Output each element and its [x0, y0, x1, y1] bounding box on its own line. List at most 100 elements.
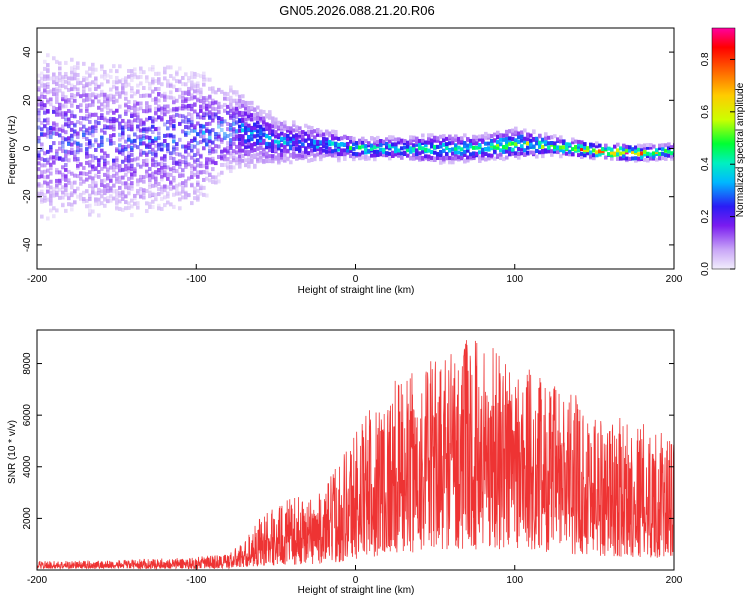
- heatmap-cell: [94, 86, 98, 91]
- heatmap-cell: [214, 135, 218, 140]
- heatmap-cell: [517, 134, 521, 139]
- snr-xtick-label: -100: [186, 575, 206, 586]
- heatmap-cell: [109, 175, 113, 180]
- heatmap-cell: [328, 131, 332, 136]
- heatmap-cell: [121, 90, 125, 95]
- heatmap-cell: [274, 130, 278, 135]
- heatmap-cell: [133, 201, 137, 206]
- heatmap-cell: [259, 138, 263, 143]
- heatmap-cell: [466, 148, 470, 153]
- heatmap-cell: [169, 74, 173, 79]
- heatmap-cell: [226, 141, 230, 146]
- heatmap-cell: [208, 86, 212, 91]
- heatmap-cell: [223, 102, 227, 107]
- heatmap-cell: [76, 120, 80, 125]
- heatmap-cell: [268, 110, 272, 115]
- heatmap-cell: [187, 120, 191, 125]
- heatmap-cell: [592, 156, 596, 161]
- heatmap-cell: [238, 154, 242, 159]
- heatmap-cell: [100, 89, 104, 94]
- heatmap-cell: [445, 146, 449, 151]
- heatmap-cell: [220, 154, 224, 159]
- heatmap-cell: [130, 213, 134, 218]
- heatmap-cell: [58, 127, 62, 132]
- heatmap-cell: [277, 156, 281, 161]
- heatmap-cell: [190, 175, 194, 180]
- heatmap-cell: [388, 139, 392, 144]
- heatmap-cell: [85, 155, 89, 160]
- heatmap-cell: [244, 122, 248, 127]
- heatmap-cell: [133, 157, 137, 162]
- heatmap-cell: [127, 182, 131, 187]
- heatmap-cell: [79, 192, 83, 197]
- heatmap-cell: [184, 119, 188, 124]
- heatmap-cell: [379, 139, 383, 144]
- heatmap-cell: [85, 81, 89, 86]
- heatmap-cell: [163, 76, 167, 81]
- heatmap-cell: [157, 131, 161, 136]
- heatmap-cell: [124, 91, 128, 96]
- heatmap-cell: [199, 140, 203, 145]
- heatmap-cell: [148, 166, 152, 171]
- heatmap-cell: [262, 122, 266, 127]
- heatmap-cell: [184, 163, 188, 168]
- heatmap-cell: [661, 156, 665, 161]
- heatmap-cell: [130, 139, 134, 144]
- heatmap-cell: [124, 111, 128, 116]
- heatmap-cell: [367, 143, 371, 148]
- heatmap-cell: [634, 145, 638, 150]
- heatmap-cell: [247, 138, 251, 143]
- heatmap-cell: [118, 150, 122, 155]
- heatmap-cell: [226, 160, 230, 165]
- heatmap-cell: [142, 127, 146, 132]
- heatmap-cell: [133, 74, 137, 79]
- heatmap-cell: [208, 172, 212, 177]
- heatmap-cell: [103, 118, 107, 123]
- heatmap-cell: [85, 154, 89, 159]
- heatmap-cell: [40, 147, 44, 152]
- heatmap-cell: [85, 131, 89, 136]
- heatmap-cell: [70, 103, 74, 108]
- heatmap-cell: [505, 129, 509, 134]
- heatmap-cell: [658, 151, 662, 156]
- heatmap-cell: [310, 142, 314, 147]
- heatmap-cell: [178, 197, 182, 202]
- heatmap-cell: [157, 86, 161, 91]
- heatmap-cell: [37, 73, 41, 78]
- heatmap-cell: [442, 142, 446, 147]
- heatmap-cell: [205, 176, 209, 181]
- heatmap-cell: [259, 150, 263, 155]
- heatmap-cell: [241, 117, 245, 122]
- heatmap-cell: [169, 180, 173, 185]
- colorbar-tick-label: 0.6: [700, 104, 711, 118]
- heatmap-cell: [229, 102, 233, 107]
- heatmap-cell: [157, 206, 161, 211]
- heatmap-cell: [499, 148, 503, 153]
- heatmap-cell: [421, 141, 425, 146]
- heatmap-cell: [49, 76, 53, 81]
- heatmap-cell: [310, 138, 314, 143]
- heatmap-cell: [142, 134, 146, 139]
- heatmap-cell: [352, 151, 356, 156]
- heatmap-cell: [247, 105, 251, 110]
- heatmap-cell: [106, 110, 110, 115]
- heatmap-cell: [187, 162, 191, 167]
- heatmap-cell: [166, 172, 170, 177]
- heatmap-cell: [172, 114, 176, 119]
- heatmap-cell: [142, 162, 146, 167]
- heatmap-cell: [37, 118, 41, 123]
- heatmap-cell: [190, 148, 194, 153]
- heatmap-cell: [316, 132, 320, 137]
- heatmap-cell: [412, 145, 416, 150]
- heatmap-cell: [172, 134, 176, 139]
- heatmap-cell: [274, 121, 278, 126]
- heatmap-cell: [148, 104, 152, 109]
- heatmap-cell: [262, 147, 266, 152]
- heatmap-cell: [67, 180, 71, 185]
- heatmap-cell: [208, 131, 212, 136]
- heatmap-cell: [199, 129, 203, 134]
- heatmap-cell: [88, 163, 92, 168]
- heatmap-cell: [376, 142, 380, 147]
- heatmap-cell: [124, 194, 128, 199]
- heatmap-cell: [139, 74, 143, 79]
